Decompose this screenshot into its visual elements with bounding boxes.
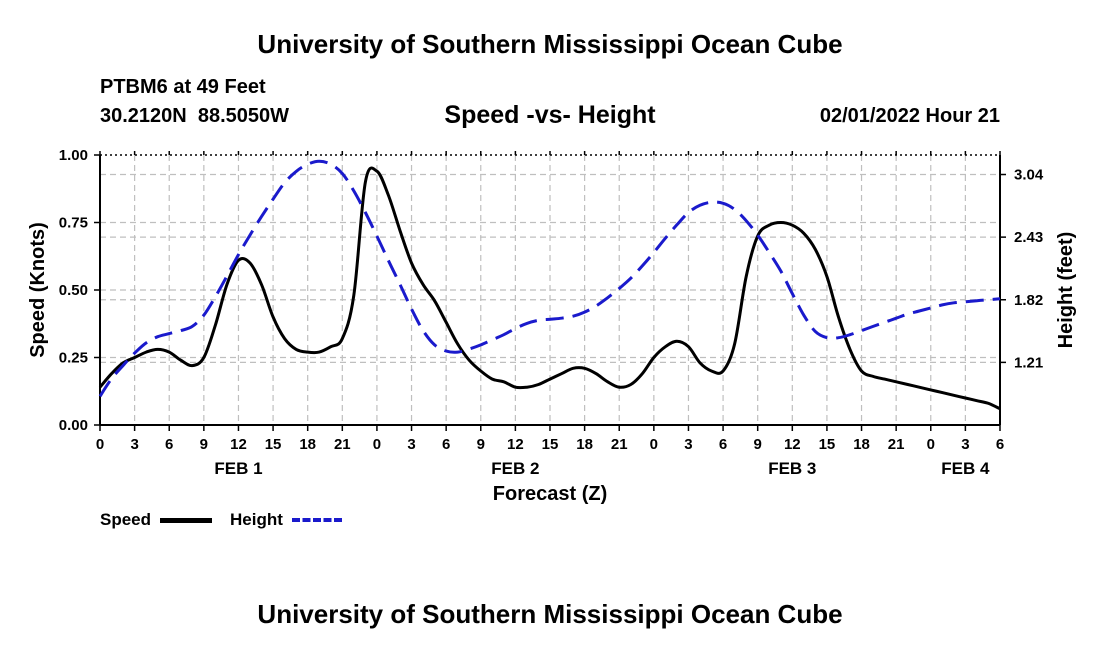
x-tick-label: 18 — [299, 436, 316, 453]
day-label: FEB 2 — [491, 459, 539, 478]
legend-speed-label: Speed — [100, 510, 152, 529]
x-tick-label: 18 — [853, 436, 870, 453]
x-tick-label: 3 — [130, 436, 138, 453]
x-tick-label: 9 — [754, 436, 762, 453]
x-tick-label: 6 — [719, 436, 727, 453]
coordinates-label: 30.2120N 88.5050W — [100, 105, 290, 127]
forecast-datetime: 02/01/2022 Hour 21 — [819, 105, 1000, 127]
y-tick-label: 0.75 — [59, 215, 88, 232]
y2-tick-label: 1.21 — [1014, 354, 1043, 371]
speed-height-chart: 0 3 6 9 12 15 18 21 0 3 6 9 12 15 18 21 0 3 6 9 12 15 18 21 0 3 6F… — [27, 147, 1077, 505]
page-title-bottom: University of Southern Mississippi Ocean… — [257, 599, 843, 629]
y-tick-label: 1.00 — [59, 147, 88, 164]
x-tick-label: 18 — [576, 436, 593, 453]
x-tick-label: 21 — [334, 436, 351, 453]
day-label: FEB 4 — [941, 459, 990, 478]
y-tick-label: 0.00 — [59, 417, 88, 434]
speed-series-line — [98, 166, 1001, 411]
chart-title: Speed -vs- Height — [444, 101, 656, 129]
y2-axis-label: Height (feet) — [1055, 232, 1077, 349]
x-tick-label: 0 — [650, 436, 658, 453]
x-tick-label: 3 — [407, 436, 415, 453]
page-title-top: University of Southern Mississippi Ocean… — [257, 29, 843, 59]
x-tick-label: 6 — [996, 436, 1004, 453]
chart-axes: 0 3 6 9 12 15 18 21 0 3 6 9 12 15 18 21 0 3 6 9 12 15 18 21 0 3 6F… — [59, 147, 1044, 478]
y2-tick-label: 3.04 — [1014, 167, 1044, 184]
x-tick-label: 0 — [927, 436, 935, 453]
x-tick-label: 21 — [611, 436, 628, 453]
x-tick-label: 3 — [684, 436, 692, 453]
x-tick-label: 9 — [477, 436, 485, 453]
height-series-line — [98, 159, 1001, 398]
x-tick-label: 12 — [507, 436, 524, 453]
chart-grid — [100, 155, 1000, 425]
x-tick-label: 6 — [442, 436, 450, 453]
x-tick-label: 15 — [265, 436, 282, 453]
y-tick-label: 0.25 — [59, 350, 88, 367]
day-label: FEB 3 — [768, 459, 816, 478]
x-tick-label: 3 — [961, 436, 969, 453]
y2-tick-label: 2.43 — [1014, 229, 1043, 246]
legend-speed-swatch — [160, 518, 212, 523]
x-tick-label: 0 — [96, 436, 104, 453]
y-axis-label: Speed (Knots) — [27, 222, 49, 358]
x-tick-label: 15 — [542, 436, 559, 453]
x-tick-label: 0 — [373, 436, 381, 453]
x-tick-label: 21 — [888, 436, 905, 453]
y-tick-label: 0.50 — [59, 282, 88, 299]
legend-height-label: Height — [230, 510, 283, 529]
x-tick-label: 12 — [230, 436, 247, 453]
x-tick-label: 12 — [784, 436, 801, 453]
x-tick-label: 9 — [200, 436, 208, 453]
x-axis-label: Forecast (Z) — [493, 483, 607, 505]
station-label: PTBM6 at 49 Feet — [100, 76, 266, 98]
x-tick-label: 6 — [165, 436, 173, 453]
series-layer — [98, 159, 1001, 411]
legend-height-swatch — [292, 518, 342, 522]
day-label: FEB 1 — [214, 459, 262, 478]
x-tick-label: 15 — [819, 436, 836, 453]
y2-tick-label: 1.82 — [1014, 292, 1043, 309]
